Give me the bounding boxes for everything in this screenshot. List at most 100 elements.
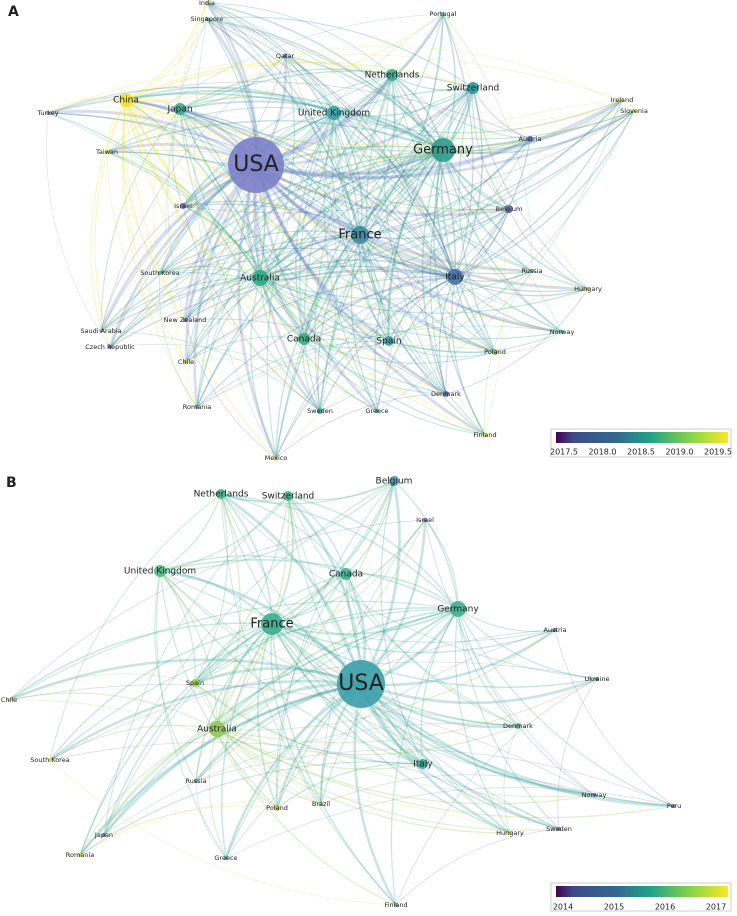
edge bbox=[287, 480, 395, 501]
edge bbox=[287, 495, 347, 575]
edge bbox=[206, 2, 456, 278]
edge bbox=[271, 623, 511, 834]
edge bbox=[196, 112, 335, 408]
edge bbox=[185, 112, 335, 363]
edge bbox=[99, 163, 257, 332]
edge bbox=[359, 234, 447, 395]
node bbox=[530, 269, 534, 273]
edge bbox=[390, 608, 459, 906]
edge bbox=[159, 149, 444, 274]
edge bbox=[254, 164, 390, 343]
edge bbox=[440, 149, 496, 353]
node bbox=[274, 805, 280, 811]
node-label: Norway bbox=[550, 328, 575, 336]
edge bbox=[259, 270, 533, 300]
edge bbox=[79, 682, 362, 856]
edge bbox=[421, 149, 447, 395]
edge bbox=[257, 623, 278, 809]
node bbox=[78, 853, 82, 857]
node bbox=[48, 758, 52, 762]
edge bbox=[508, 208, 589, 290]
edge bbox=[216, 629, 556, 731]
edge bbox=[90, 99, 127, 332]
edge bbox=[100, 205, 184, 332]
edge bbox=[388, 340, 496, 358]
node-label: Czech Republic bbox=[85, 343, 135, 351]
edge bbox=[333, 112, 563, 333]
edge bbox=[106, 151, 456, 278]
node bbox=[418, 759, 428, 769]
edge bbox=[314, 74, 393, 412]
edge bbox=[429, 87, 474, 395]
node bbox=[195, 405, 199, 409]
edge bbox=[8, 699, 322, 805]
edge bbox=[196, 325, 563, 408]
edge bbox=[125, 99, 321, 412]
edge bbox=[220, 493, 397, 906]
edge bbox=[424, 519, 595, 796]
edge bbox=[109, 99, 623, 348]
edge bbox=[359, 234, 589, 293]
edge bbox=[125, 99, 496, 353]
edge bbox=[216, 493, 241, 730]
edge bbox=[333, 112, 589, 290]
edge bbox=[206, 2, 361, 236]
edge bbox=[454, 276, 589, 297]
edge bbox=[255, 98, 623, 175]
edge bbox=[153, 2, 208, 274]
edge bbox=[159, 230, 361, 274]
nodes: USA Germany France Italy Australia United Kin… bbox=[1, 0, 681, 909]
colorbar-tick-label: 2018.5 bbox=[627, 448, 655, 457]
node bbox=[191, 679, 199, 687]
edge bbox=[442, 13, 506, 436]
edge bbox=[299, 112, 335, 412]
edge bbox=[216, 725, 519, 756]
edge bbox=[271, 480, 395, 625]
edge bbox=[275, 288, 589, 459]
node bbox=[375, 409, 379, 413]
node-label: Romania bbox=[183, 403, 211, 411]
edge bbox=[106, 120, 444, 153]
node bbox=[450, 601, 466, 617]
edge bbox=[353, 683, 398, 906]
edge bbox=[184, 318, 447, 395]
edge bbox=[255, 137, 531, 180]
edge bbox=[108, 163, 257, 348]
edge bbox=[271, 623, 595, 796]
edge bbox=[472, 87, 589, 290]
node bbox=[340, 568, 352, 580]
colorbar bbox=[556, 886, 728, 897]
edge bbox=[216, 728, 278, 809]
edge bbox=[457, 608, 519, 727]
edge bbox=[125, 2, 208, 101]
edge bbox=[172, 108, 184, 207]
edge bbox=[122, 99, 187, 363]
edge bbox=[284, 55, 361, 236]
edge bbox=[206, 2, 393, 76]
edge bbox=[159, 570, 424, 765]
edge bbox=[47, 92, 444, 151]
edge bbox=[454, 276, 563, 333]
edge bbox=[388, 331, 563, 353]
edge bbox=[100, 149, 444, 332]
edge bbox=[303, 338, 496, 364]
edge bbox=[182, 74, 393, 207]
edge bbox=[319, 276, 456, 412]
edge bbox=[319, 110, 635, 412]
edge bbox=[359, 234, 486, 436]
node-label: Portugal bbox=[430, 10, 457, 18]
edge bbox=[271, 623, 519, 727]
node bbox=[423, 518, 427, 522]
node-label: Japan bbox=[94, 831, 113, 839]
edge bbox=[303, 338, 447, 395]
edge bbox=[196, 340, 390, 408]
edge bbox=[196, 276, 456, 408]
edge bbox=[159, 493, 222, 572]
edge bbox=[302, 338, 321, 412]
edge bbox=[125, 99, 378, 412]
edge bbox=[254, 164, 447, 396]
edge bbox=[184, 277, 261, 321]
edge bbox=[159, 480, 395, 572]
node bbox=[492, 349, 498, 355]
node bbox=[183, 318, 187, 322]
